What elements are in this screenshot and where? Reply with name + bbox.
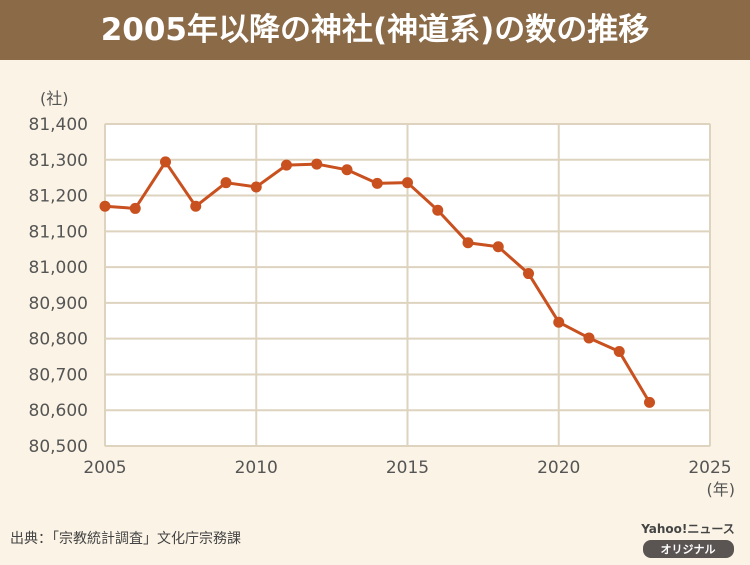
data-point-2014 (371, 177, 383, 189)
source-note: 出典：「宗教統計調査」文化庁宗務課 (10, 531, 241, 547)
data-point-2006 (129, 202, 141, 214)
y-tick-label: 80,800 (29, 330, 88, 350)
y-tick-label: 80,500 (29, 437, 88, 457)
y-tick-label: 81,400 (29, 115, 88, 135)
y-tick-label: 81,300 (29, 151, 88, 171)
y-tick-label: 80,900 (29, 294, 88, 314)
logo-badge: オリジナル (642, 540, 734, 558)
data-point-2011 (281, 159, 292, 171)
x-tick-label: 2010 (235, 458, 278, 478)
data-point-2013 (341, 164, 353, 176)
data-point-2015 (402, 177, 413, 189)
data-point-2018 (492, 241, 504, 253)
x-axis-label: (年) (707, 480, 736, 499)
y-axis-label: (社) (40, 89, 69, 108)
data-point-2016 (432, 204, 444, 216)
data-point-2020 (553, 316, 565, 328)
chart-title: 2005年以降の神社(神道系)の数の推移 (0, 0, 750, 60)
data-point-2023 (644, 396, 655, 408)
data-point-2007 (160, 156, 171, 168)
y-tick-label: 81,200 (29, 187, 88, 207)
yahoo-news-logo: Yahoo!ニュース オリジナル (640, 520, 736, 558)
y-tick-label: 81,100 (29, 222, 88, 242)
data-point-2012 (311, 158, 323, 170)
data-point-2019 (523, 268, 534, 280)
x-tick-label: 2025 (688, 458, 731, 478)
x-tick-label: 2020 (537, 458, 580, 478)
x-tick-label: 2005 (83, 458, 126, 478)
x-tick-label: 2015 (386, 458, 429, 478)
y-tick-label: 80,700 (29, 365, 88, 385)
data-point-2017 (462, 237, 474, 249)
data-point-2010 (250, 181, 262, 193)
logo-brand: Yahoo!ニュース (641, 522, 735, 536)
data-point-2009 (220, 177, 232, 189)
y-tick-label: 81,000 (29, 258, 88, 278)
data-point-2008 (190, 200, 202, 212)
y-tick-label: 80,600 (29, 401, 88, 421)
data-point-2005 (99, 200, 111, 212)
data-point-2022 (613, 346, 625, 358)
data-point-2021 (583, 332, 595, 344)
